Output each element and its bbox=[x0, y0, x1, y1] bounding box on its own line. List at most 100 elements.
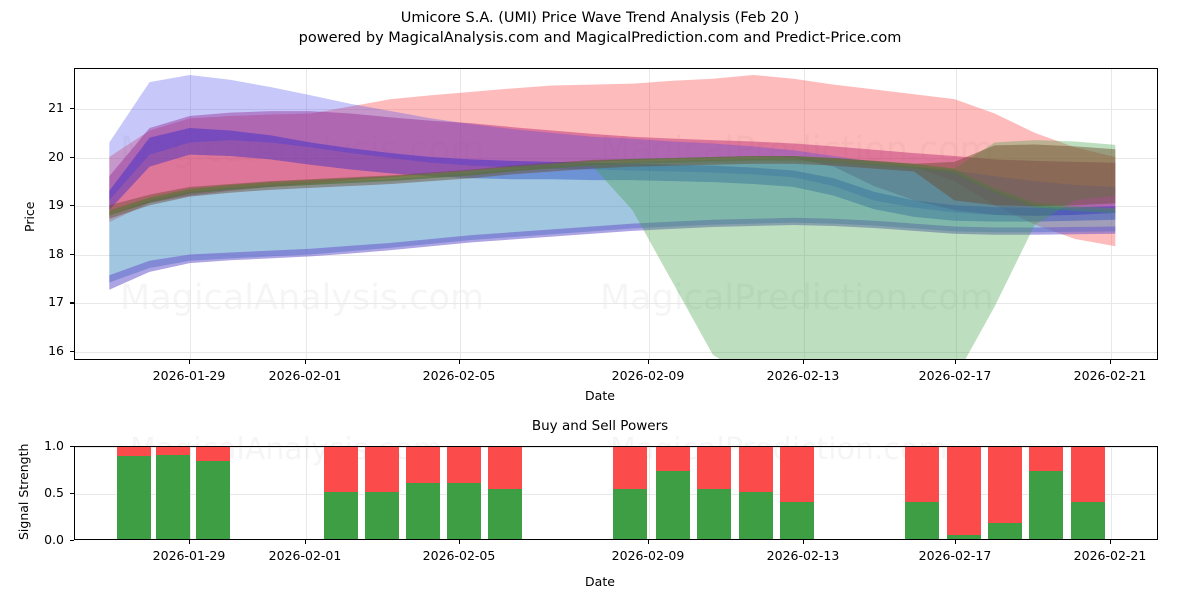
y-tick-mark bbox=[70, 351, 74, 353]
x-tick-mark bbox=[1110, 360, 1112, 364]
gridline-vertical bbox=[804, 69, 805, 359]
violet-edge-band bbox=[109, 217, 1116, 290]
signal-bar bbox=[780, 447, 814, 539]
gridline-vertical bbox=[190, 447, 191, 539]
buy-power-segment bbox=[156, 455, 190, 539]
buy-sell-plot-area bbox=[74, 446, 1158, 540]
x-axis-tick-label: 2026-02-13 bbox=[766, 368, 840, 383]
gridline-vertical bbox=[1111, 447, 1112, 539]
gridline-horizontal bbox=[75, 254, 1157, 256]
x-tick-mark bbox=[305, 540, 307, 544]
x-axis-tick-label: 2026-02-09 bbox=[611, 368, 685, 383]
gridline-vertical bbox=[649, 447, 650, 539]
signal-bar bbox=[324, 447, 358, 539]
price-chart-y-axis-title: Price bbox=[22, 201, 37, 233]
gridline-vertical bbox=[460, 69, 461, 359]
y-axis-tick-label: 0.0 bbox=[44, 532, 64, 547]
buy-power-segment bbox=[988, 523, 1022, 539]
gridline-horizontal bbox=[75, 352, 1157, 353]
sell-power-segment bbox=[656, 447, 690, 472]
title-line-2: powered by MagicalAnalysis.com and Magic… bbox=[298, 30, 902, 46]
price-chart-x-axis-title: Date bbox=[585, 388, 615, 403]
x-tick-mark bbox=[648, 540, 650, 544]
signal-bar bbox=[613, 447, 647, 539]
gridline-vertical bbox=[190, 69, 191, 359]
signal-bar bbox=[117, 447, 151, 539]
sell-power-segment bbox=[1071, 447, 1105, 503]
x-axis-tick-label: 2026-02-01 bbox=[268, 548, 342, 563]
red-outer-band bbox=[109, 74, 1116, 247]
green-v-band bbox=[109, 140, 1116, 359]
buy-power-segment bbox=[365, 492, 399, 539]
y-axis-tick-label: 18 bbox=[48, 245, 64, 261]
y-tick-mark bbox=[70, 493, 74, 495]
title-line-1: Umicore S.A. (UMI) Price Wave Trend Anal… bbox=[400, 10, 800, 26]
sell-power-segment bbox=[117, 447, 151, 457]
blue-deep-band bbox=[109, 128, 1116, 222]
signal-bar bbox=[196, 447, 230, 539]
buy-power-segment bbox=[406, 482, 440, 539]
signal-bar bbox=[988, 447, 1022, 539]
y-axis-tick-label: 19 bbox=[48, 197, 64, 213]
x-axis-tick-label: 2026-02-05 bbox=[422, 368, 496, 383]
signal-bar bbox=[697, 447, 731, 539]
gridline-vertical bbox=[1111, 69, 1112, 359]
y-axis-tick-label: 16 bbox=[48, 343, 64, 358]
y-tick-mark bbox=[70, 540, 74, 542]
sell-power-segment bbox=[905, 447, 939, 503]
gridline-vertical bbox=[956, 69, 957, 359]
x-axis-tick-label: 2026-02-13 bbox=[766, 548, 840, 563]
purple-magenta-band bbox=[109, 111, 1116, 216]
sell-power-segment bbox=[613, 447, 647, 490]
signal-bar bbox=[1029, 447, 1063, 539]
buy-power-segment bbox=[488, 489, 522, 539]
buy-sell-powers-title: Buy and Sell Powers bbox=[531, 418, 669, 434]
x-axis-tick-label: 2026-01-29 bbox=[152, 368, 226, 383]
blue-upper-band bbox=[109, 74, 1116, 216]
buy-power-segment bbox=[739, 492, 773, 539]
x-tick-mark bbox=[955, 540, 957, 544]
x-tick-mark bbox=[305, 360, 307, 364]
x-tick-mark bbox=[955, 360, 957, 364]
buy-power-segment bbox=[697, 489, 731, 539]
x-axis-tick-label: 2026-02-21 bbox=[1073, 368, 1147, 383]
buy-power-segment bbox=[780, 502, 814, 539]
buy-power-segment bbox=[947, 535, 981, 539]
page-title: Umicore S.A. (UMI) Price Wave Trend Anal… bbox=[0, 8, 1200, 48]
buy-power-segment bbox=[447, 482, 481, 539]
y-axis-tick-label: 1.0 bbox=[44, 438, 64, 453]
sell-power-segment bbox=[988, 447, 1022, 524]
sell-power-segment bbox=[780, 447, 814, 503]
sell-power-segment bbox=[324, 447, 358, 492]
y-axis-tick-label: 17 bbox=[48, 294, 64, 310]
y-tick-mark bbox=[70, 253, 74, 255]
signal-bar bbox=[739, 447, 773, 539]
x-tick-mark bbox=[189, 540, 191, 544]
x-tick-mark bbox=[648, 360, 650, 364]
y-tick-mark bbox=[70, 205, 74, 207]
y-axis-tick-label: 0.5 bbox=[44, 485, 64, 500]
y-tick-mark bbox=[70, 156, 74, 158]
sell-power-segment bbox=[488, 447, 522, 490]
signal-bar bbox=[365, 447, 399, 539]
signal-bar bbox=[156, 447, 190, 539]
x-tick-mark bbox=[189, 360, 191, 364]
sell-power-segment bbox=[156, 447, 190, 456]
x-axis-tick-label: 2026-02-17 bbox=[918, 368, 992, 383]
y-axis-tick-label: 21 bbox=[48, 100, 64, 115]
sell-power-segment bbox=[739, 447, 773, 492]
signal-bar bbox=[947, 447, 981, 539]
buy-power-segment bbox=[613, 489, 647, 539]
y-axis-tick-label: 20 bbox=[48, 148, 64, 164]
signal-bar bbox=[488, 447, 522, 539]
signal-bar bbox=[406, 447, 440, 539]
buy-power-segment bbox=[117, 456, 151, 539]
signal-bar bbox=[447, 447, 481, 539]
price-wave-bands bbox=[109, 74, 1116, 359]
buy-sell-y-axis-title: Signal Strength bbox=[16, 443, 31, 540]
x-tick-mark bbox=[803, 540, 805, 544]
x-axis-tick-label: 2026-02-09 bbox=[611, 548, 685, 563]
sell-power-segment bbox=[406, 447, 440, 483]
signal-bar bbox=[905, 447, 939, 539]
